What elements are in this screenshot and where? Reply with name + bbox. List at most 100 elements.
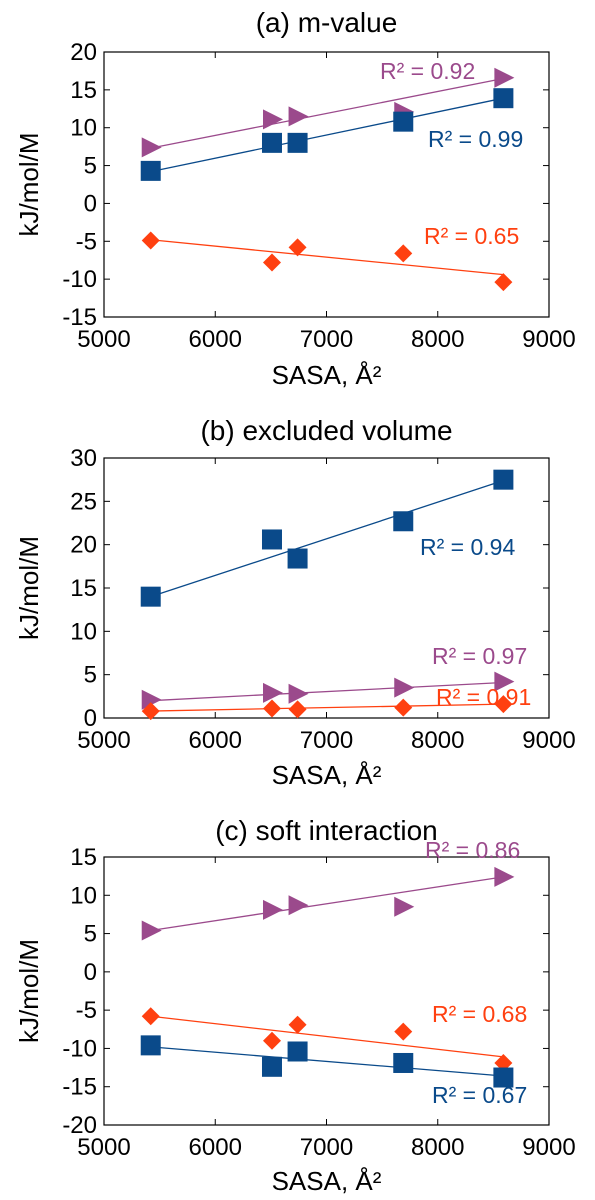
x-tick-label: 6000 (189, 727, 242, 754)
data-point (494, 1053, 513, 1072)
r-squared-label: R² = 0.91 (436, 684, 531, 710)
data-point (288, 238, 307, 257)
r-squared-label: R² = 0.65 (424, 223, 519, 249)
data-point (141, 689, 162, 710)
data-point (262, 1031, 281, 1050)
series-triangle-right: R² = 0.97 (141, 643, 527, 710)
data-point (493, 1067, 514, 1088)
y-tick-label: 25 (70, 488, 97, 515)
y-tick-label: 0 (84, 705, 97, 732)
y-tick-label: 15 (70, 575, 97, 602)
data-point (288, 700, 307, 719)
x-tick-label: 9000 (522, 1134, 575, 1161)
r-squared-label: R² = 0.68 (432, 1001, 527, 1027)
y-tick-label: 10 (70, 618, 97, 645)
data-point (261, 132, 282, 153)
x-tick-label: 7000 (300, 727, 353, 754)
data-point (494, 67, 515, 88)
data-point (262, 682, 283, 703)
series-diamond: R² = 0.68 (141, 1001, 527, 1072)
data-point (140, 586, 161, 607)
y-axis-label: kJ/mol/M (14, 536, 44, 640)
series-square: R² = 0.94 (140, 469, 515, 607)
series-diamond: R² = 0.91 (141, 684, 531, 721)
data-point (262, 699, 281, 718)
data-point (262, 899, 283, 920)
x-tick-label: 8000 (411, 1134, 464, 1161)
data-point (394, 698, 413, 717)
fit-line (150, 876, 504, 932)
y-tick-label: -15 (62, 1074, 97, 1101)
data-point (261, 529, 282, 550)
data-point (494, 671, 515, 692)
x-tick-label: 5000 (77, 326, 130, 353)
series-square: R² = 0.99 (140, 88, 523, 181)
data-point (288, 895, 309, 916)
y-tick-label: 10 (70, 882, 97, 909)
y-axis-label: kJ/mol/M (14, 133, 44, 237)
data-point (141, 137, 162, 158)
chart-panel-2: (b) excluded volume 5000 6000 7000 8000 9000 0… (14, 415, 576, 790)
fit-line (150, 681, 504, 702)
data-point (262, 253, 281, 272)
data-point (394, 1022, 413, 1041)
chart-title: (c) soft interaction (215, 815, 438, 846)
y-tick-label: -5 (76, 228, 97, 255)
series-square: R² = 0.67 (140, 1035, 527, 1108)
series-triangle-right: R² = 0.86 (141, 837, 520, 941)
fit-line (150, 77, 504, 149)
data-point (394, 896, 415, 917)
data-point (141, 1007, 160, 1026)
series-triangle-right: R² = 0.92 (141, 58, 515, 158)
r-squared-label: R² = 0.94 (420, 534, 515, 560)
r-squared-label: R² = 0.99 (428, 126, 523, 152)
x-axis-label: SASA, Å² (272, 1166, 382, 1196)
y-axis-label: kJ/mol/M (14, 939, 44, 1043)
x-tick-label: 6000 (189, 326, 242, 353)
fit-line (150, 97, 504, 173)
x-tick-label: 9000 (522, 727, 575, 754)
chart-title: (a) m-value (256, 7, 398, 38)
data-point (140, 1035, 161, 1056)
fit-line (150, 703, 504, 712)
data-point (393, 1052, 414, 1073)
y-tick-label: 5 (84, 921, 97, 948)
data-point (493, 88, 514, 109)
y-tick-label: 15 (70, 77, 97, 104)
y-tick-label: 20 (70, 39, 97, 66)
data-point (288, 106, 309, 127)
plot-frame (103, 51, 550, 318)
fit-line (150, 1015, 504, 1058)
plot-frame (103, 457, 550, 719)
x-tick-label: 8000 (411, 727, 464, 754)
x-axis-label: SASA, Å² (272, 760, 382, 790)
data-point (140, 160, 161, 181)
x-tick-label: 6000 (189, 1134, 242, 1161)
fit-line (150, 239, 504, 276)
data-point (393, 511, 414, 532)
data-point (494, 866, 515, 887)
r-squared-label: R² = 0.86 (425, 837, 520, 863)
data-point (141, 231, 160, 250)
data-point (288, 683, 309, 704)
y-tick-label: 20 (70, 532, 97, 559)
x-tick-label: 7000 (300, 326, 353, 353)
y-tick-label: 30 (70, 445, 97, 472)
y-tick-label: 5 (84, 662, 97, 689)
series-diamond: R² = 0.65 (141, 223, 519, 292)
y-tick-label: -20 (62, 1112, 97, 1139)
data-point (141, 702, 160, 721)
data-point (261, 1056, 282, 1077)
data-point (287, 548, 308, 569)
x-tick-label: 5000 (77, 1134, 130, 1161)
y-tick-label: -10 (62, 266, 97, 293)
y-tick-label: 5 (84, 153, 97, 180)
chart-title: (b) excluded volume (200, 415, 452, 446)
data-point (393, 111, 414, 132)
x-tick-label: 5000 (77, 727, 130, 754)
y-tick-label: -10 (62, 1035, 97, 1062)
y-tick-label: -5 (76, 997, 97, 1024)
fit-line (150, 479, 504, 598)
fit-line (150, 1046, 504, 1077)
